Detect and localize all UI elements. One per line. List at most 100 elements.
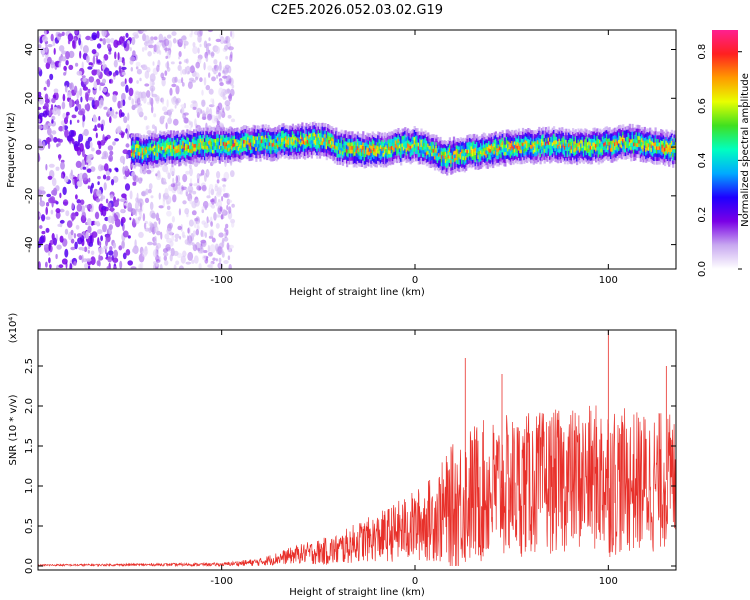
- spectrogram-cell: [586, 131, 590, 135]
- spectrogram-cell: [190, 30, 193, 36]
- spectrogram-cell: [220, 153, 223, 157]
- spectrogram-cell: [554, 132, 557, 137]
- spectrogram-cell: [148, 158, 151, 163]
- spectrogram-cell: [649, 127, 652, 132]
- spectrogram-cell: [138, 263, 142, 269]
- spectrogram-cell: [450, 159, 453, 164]
- spectrogram-cell: [493, 154, 496, 159]
- spectrogram-cell: [214, 128, 217, 132]
- spectrogram-cell: [570, 145, 573, 150]
- spectrogram-cell: [432, 141, 435, 146]
- spectrogram-cell: [431, 163, 434, 168]
- spectrogram-cell: [486, 135, 489, 140]
- spectrogram-cell: [325, 127, 328, 131]
- spectrogram-cell: [475, 141, 479, 146]
- spectrogram-cell: [295, 140, 299, 145]
- spectrogram-cell: [619, 124, 622, 129]
- spectrogram-cell: [623, 141, 626, 146]
- spectrogram-cell: [532, 146, 535, 150]
- spectrogram-cell: [175, 131, 178, 135]
- spectrogram-cell: [76, 203, 83, 212]
- spectrogram-cell: [647, 147, 650, 151]
- spectrogram-cell: [209, 131, 212, 136]
- spectrogram-cell: [423, 161, 426, 165]
- spectrogram-cell: [89, 141, 93, 148]
- spectrogram-cell: [38, 97, 44, 105]
- spectrogram-cell: [519, 160, 522, 165]
- spectrogram-cell: [665, 133, 668, 137]
- spectrogram-cell: [167, 130, 170, 134]
- spectrogram-cell: [440, 143, 443, 148]
- spectrogram-cell: [374, 148, 377, 153]
- spectrogram-cell: [163, 156, 166, 161]
- spectrogram-cell: [577, 146, 580, 151]
- spectrogram-cell: [561, 141, 564, 146]
- spectrogram-cell: [542, 141, 545, 146]
- spectrogram-cell: [187, 156, 190, 160]
- spectrogram-cell: [350, 146, 353, 150]
- spectrogram-cell: [612, 128, 615, 133]
- spectrogram-cell: [618, 143, 621, 148]
- spectrogram-cell: [73, 233, 77, 239]
- spectrogram-cell: [492, 138, 495, 143]
- spectrogram-cell: [350, 157, 353, 161]
- spectrogram-cell: [235, 135, 238, 140]
- spectrogram-cell: [183, 117, 189, 124]
- spectrogram-cell: [60, 173, 64, 179]
- spectrogram-cell: [293, 144, 296, 149]
- spectrogram-cell: [84, 92, 89, 101]
- spectrogram-cell: [549, 145, 552, 149]
- spectrogram-cell: [447, 158, 450, 163]
- spectrogram-cell: [297, 123, 300, 128]
- spectrogram-cell: [103, 106, 108, 110]
- spectrogram-cell: [179, 154, 182, 159]
- spectrogram-cell: [221, 139, 224, 144]
- spectrogram-cell: [293, 140, 296, 145]
- spectrogram-cell: [152, 149, 155, 154]
- spectrogram-cell: [634, 153, 637, 157]
- spectrogram-cell: [371, 135, 374, 139]
- spectrogram-cell: [63, 65, 67, 71]
- spectrogram-cell: [68, 50, 75, 59]
- spectrogram-cell: [194, 158, 197, 163]
- spectrogram-cell: [517, 154, 521, 158]
- spectrogram-cell: [539, 134, 542, 139]
- spectrogram-cell: [300, 135, 303, 139]
- spectrogram-cell: [179, 143, 182, 148]
- spectrogram-cell: [355, 142, 358, 146]
- spectrogram-cell: [471, 163, 474, 168]
- spectrogram-cell: [534, 141, 537, 145]
- spectrogram-cell: [283, 155, 286, 159]
- spectrogram-cell: [608, 152, 611, 157]
- spectrogram-cell: [498, 150, 502, 154]
- spectrogram-cell: [669, 146, 672, 151]
- spectrogram-cell: [601, 158, 604, 163]
- spectrogram-cell: [291, 138, 294, 143]
- spectrogram-cell: [424, 141, 427, 146]
- spectrogram-cell: [504, 137, 507, 141]
- spectrogram-cell: [416, 146, 419, 151]
- spectrogram-cell: [339, 153, 342, 158]
- spectrogram-cell: [608, 134, 611, 139]
- spectrogram-cell: [287, 144, 290, 149]
- spectrogram-cell: [130, 163, 133, 168]
- spectrogram-cell: [318, 129, 322, 133]
- spectrogram-cell: [400, 158, 403, 162]
- spectrogram-cell: [494, 138, 497, 143]
- spectrogram-cell: [563, 142, 567, 146]
- spectrogram-cell: [492, 160, 495, 165]
- spectrogram-cell: [520, 145, 523, 150]
- spectrogram-cell: [301, 137, 304, 141]
- spectrogram-cell: [153, 137, 156, 141]
- spectrogram-cell: [562, 139, 565, 144]
- spectrogram-cell: [339, 146, 342, 151]
- spectrogram-cell: [127, 202, 132, 211]
- spectrogram-cell: [164, 70, 168, 76]
- spectrogram-cell: [410, 148, 414, 152]
- spectrogram-cell: [192, 106, 197, 110]
- spectrogram-cell: [291, 145, 294, 150]
- spectrogram-cell: [424, 134, 427, 138]
- spectrogram-cell: [82, 86, 88, 91]
- spectrogram-cell: [314, 145, 318, 149]
- spectrogram-cell: [383, 132, 387, 137]
